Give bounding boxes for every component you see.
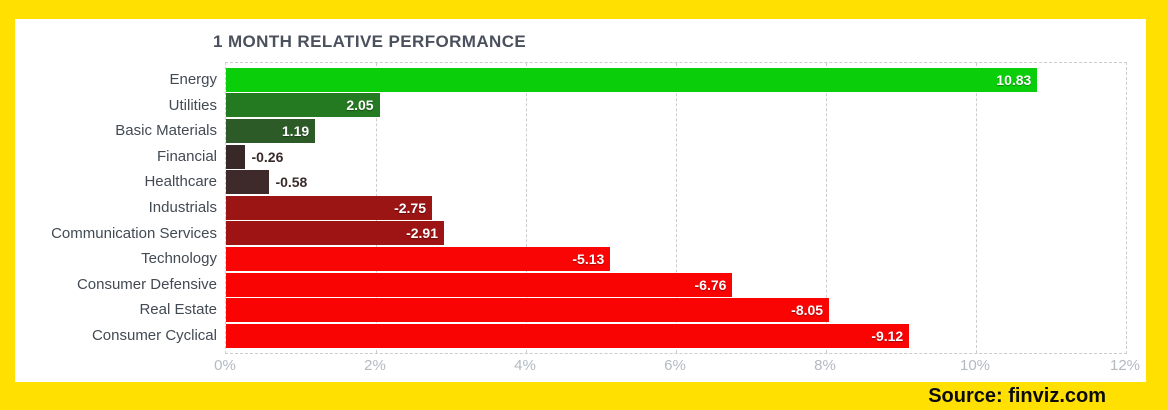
bar-value-label: -9.12 xyxy=(871,327,904,344)
performance-bar xyxy=(226,170,270,195)
bar-row: -0.26 xyxy=(226,144,1125,170)
category-label: Communication Services xyxy=(51,224,217,242)
x-axis-tick: 8% xyxy=(814,357,836,374)
category-labels: Energy Utilities Basic Materials Financial H… xyxy=(15,67,217,349)
chart-panel: 1 MONTH RELATIVE PERFORMANCE Energy Utili… xyxy=(15,19,1146,382)
x-axis-tick: 0% xyxy=(214,357,236,374)
category-label: Healthcare xyxy=(144,173,217,191)
category-label: Real Estate xyxy=(139,301,217,319)
bar-value-label: -6.76 xyxy=(694,276,727,293)
bar-value-label: -0.58 xyxy=(275,174,308,191)
bar-value-label: 1.19 xyxy=(281,122,310,139)
bar-row: -8.05 xyxy=(226,297,1125,323)
category-label: Consumer Cyclical xyxy=(91,326,217,344)
gridline xyxy=(825,63,827,353)
bar-row: -9.12 xyxy=(226,323,1125,349)
bar-value-label: -5.13 xyxy=(572,250,605,267)
bar-value-label: -8.05 xyxy=(791,302,824,319)
performance-bar: -5.13 xyxy=(226,246,611,271)
bar-row: -0.58 xyxy=(226,169,1125,195)
bar-row: 2.05 xyxy=(226,93,1125,119)
x-axis-tick: 10% xyxy=(959,357,991,374)
category-label: Basic Materials xyxy=(115,122,217,140)
category-label: Financial xyxy=(156,147,217,165)
bar-row: -2.75 xyxy=(226,195,1125,221)
bar-row: -5.13 xyxy=(226,246,1125,272)
gridline xyxy=(525,63,527,353)
category-label: Industrials xyxy=(148,198,217,216)
performance-bar xyxy=(226,144,246,169)
source-credit: Source: finviz.com xyxy=(928,385,1106,407)
bar-value-label: 2.05 xyxy=(346,97,374,114)
bar-value-label: -0.26 xyxy=(251,148,284,165)
performance-bar: 1.19 xyxy=(226,118,316,143)
category-label: Technology xyxy=(141,250,217,268)
category-label: Utilities xyxy=(168,96,217,114)
bar-row: -6.76 xyxy=(226,272,1125,298)
x-axis-tick: 2% xyxy=(364,357,386,374)
x-axis-tick: 6% xyxy=(664,357,686,374)
gridline xyxy=(676,63,677,353)
performance-bar: -6.76 xyxy=(226,272,733,297)
bar-row: 10.83 xyxy=(226,67,1125,93)
bar-value-label: 10.83 xyxy=(996,71,1032,88)
x-axis-ticks: 0% 2% 4% 6% 8% 10% 12% xyxy=(214,357,1140,377)
bar-value-label: -2.75 xyxy=(394,199,427,216)
performance-bar: 2.05 xyxy=(226,93,380,118)
chart-title: 1 MONTH RELATIVE PERFORMANCE xyxy=(213,32,527,51)
bar-value-label: -2.91 xyxy=(406,225,438,242)
category-label: Energy xyxy=(169,71,217,88)
performance-bar: -2.91 xyxy=(226,221,444,246)
performance-bar: -8.05 xyxy=(226,298,830,323)
performance-bar: -2.75 xyxy=(226,195,433,220)
gridline xyxy=(976,63,977,353)
category-label: Consumer Defensive xyxy=(76,275,217,293)
performance-bar: -9.12 xyxy=(226,323,910,348)
x-axis-tick: 12% xyxy=(1109,357,1141,374)
performance-bar: 10.83 xyxy=(226,67,1038,92)
bar-row: 1.19 xyxy=(226,118,1125,144)
bar-rows: 10.83 2.05 1.19 -0.26 -0.58 -2.75 -2.91 -5.13 -6… xyxy=(226,67,1125,349)
x-axis-tick: 4% xyxy=(514,357,536,374)
bar-row: -2.91 xyxy=(226,221,1125,247)
